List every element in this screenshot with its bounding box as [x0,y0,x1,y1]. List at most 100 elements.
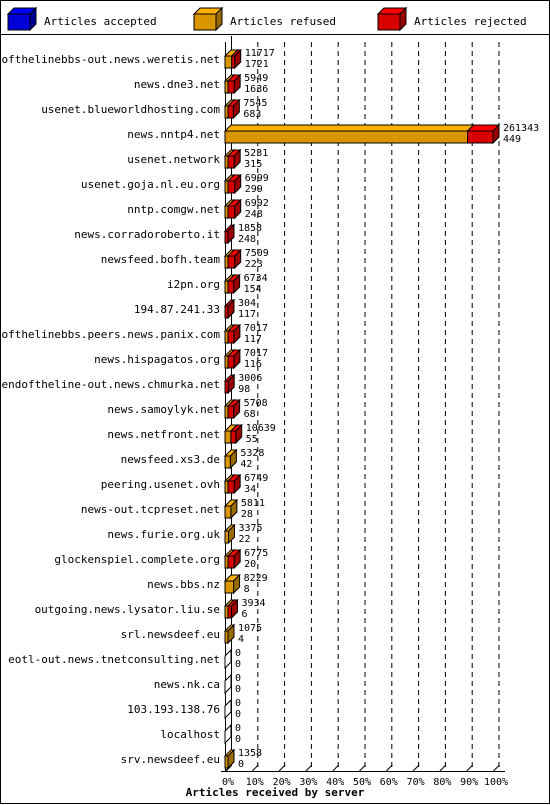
server-label: news.nntp4.net [127,128,220,141]
x-tick-label: 70% [407,777,425,788]
x-tick-label: 50% [353,777,371,788]
count-label-top: 304 [238,298,256,309]
legend-label: Articles accepted [44,15,157,28]
count-label-bottom: 116 [244,359,262,370]
bar-rejected [223,223,236,245]
server-label: news-out.tcpreset.net [81,503,220,516]
count-label-top: 3375 [238,523,262,534]
x-tick-mark [493,764,500,772]
count-label-bottom: 0 [235,659,241,670]
count-label-top: 261343 [503,123,539,134]
x-tick-label: 0% [222,777,234,788]
bar-rejected [226,473,242,495]
count-label-bottom: 0 [235,684,241,695]
count-label-top: 6999 [245,173,269,184]
bar-group [223,473,242,495]
count-label-bottom: 22 [238,534,250,545]
server-label: news.samoylyk.net [107,403,220,416]
count-label-bottom: 42 [240,459,252,470]
bar-group [223,348,242,370]
legend-label: Articles refused [230,15,336,28]
count-label-top: 0 [235,648,241,659]
bar-empty [224,648,232,670]
bar-rejected [226,398,241,420]
bar-refused [223,498,239,520]
count-label-top: 1858 [238,223,262,234]
count-label-top: 7017 [244,323,268,334]
count-label-bottom: 315 [244,159,262,170]
count-label-bottom: 248 [238,234,256,245]
bar-empty [224,673,232,695]
bar-group [223,548,242,570]
bar-group [223,398,241,420]
count-label-bottom: 20 [244,559,256,570]
x-tick-mark [439,764,447,772]
bar-rejected [223,298,236,320]
bar-group [223,173,242,195]
x-tick-label: 10% [246,777,264,788]
count-label-top: 1358 [238,748,262,759]
count-label-top: 6992 [245,198,269,209]
server-label: news.hispagatos.org [94,353,220,366]
bar-group [223,748,236,770]
bar-group [223,73,242,95]
bar-group [223,48,242,70]
count-label-bottom: 248 [245,209,263,220]
bar-empty [224,698,232,720]
bar-refused [223,573,241,595]
x-tick-label: 100% [484,777,508,788]
server-label: srl.newsdeef.eu [121,628,220,641]
count-label-top: 6775 [244,548,268,559]
server-label: endofthelinebbs.peers.news.panix.com [0,328,220,341]
bar-group [223,373,236,395]
server-label: 194.87.241.33 [134,303,220,316]
server-label: glockenspiel.complete.org [54,553,220,566]
server-label: i2pn.org [167,278,220,291]
count-label-top: 3934 [241,598,265,609]
bar-group [223,298,236,320]
count-label-bottom: 55 [246,434,258,445]
x-tick-label: 30% [299,777,317,788]
bar-rejected [226,273,241,295]
x-axis-label: Articles received by server [186,786,365,799]
legend-label: Articles rejected [414,15,527,28]
bar-group [224,698,232,720]
bar-refused [223,123,475,145]
count-label-top: 6749 [244,473,268,484]
count-label-top: 7509 [245,248,269,259]
count-label-bottom: 0 [235,734,241,745]
bar-rejected [226,248,242,270]
x-tick-mark [332,764,340,772]
count-label-top: 5949 [244,73,268,84]
server-label: news.furie.org.uk [107,528,220,541]
bar-refused [223,448,238,470]
server-label: news.corradoroberto.it [74,228,220,241]
count-label-top: 10639 [246,423,276,434]
x-tick-mark [278,764,286,772]
bar-group [223,448,238,470]
bar-empty [224,723,232,745]
bar-group [223,148,242,170]
count-label-top: 3006 [238,373,262,384]
server-label: news.nk.ca [154,678,220,691]
count-label-bottom: 0 [235,709,241,720]
bar-group [224,673,232,695]
outer-border [0,34,550,804]
server-label: usenet.goja.nl.eu.org [81,178,220,191]
bar-group [223,623,236,645]
count-label-top: 1075 [238,623,262,634]
x-tick-mark [305,764,313,772]
server-label: outgoing.news.lysator.liu.se [35,603,220,616]
count-label-bottom: 1636 [244,84,268,95]
server-label: endoftheline-out.news.chmurka.net [1,378,220,391]
bar-rejected [226,598,239,620]
server-label: news.dne3.net [134,78,220,91]
count-label-bottom: 683 [243,109,261,120]
bars [223,48,501,770]
bar-group [223,498,239,520]
count-label-top: 5811 [241,498,265,509]
x-tick-label: 80% [433,777,451,788]
server-label: newsfeed.xs3.de [121,453,220,466]
count-label-bottom: 8 [244,584,250,595]
